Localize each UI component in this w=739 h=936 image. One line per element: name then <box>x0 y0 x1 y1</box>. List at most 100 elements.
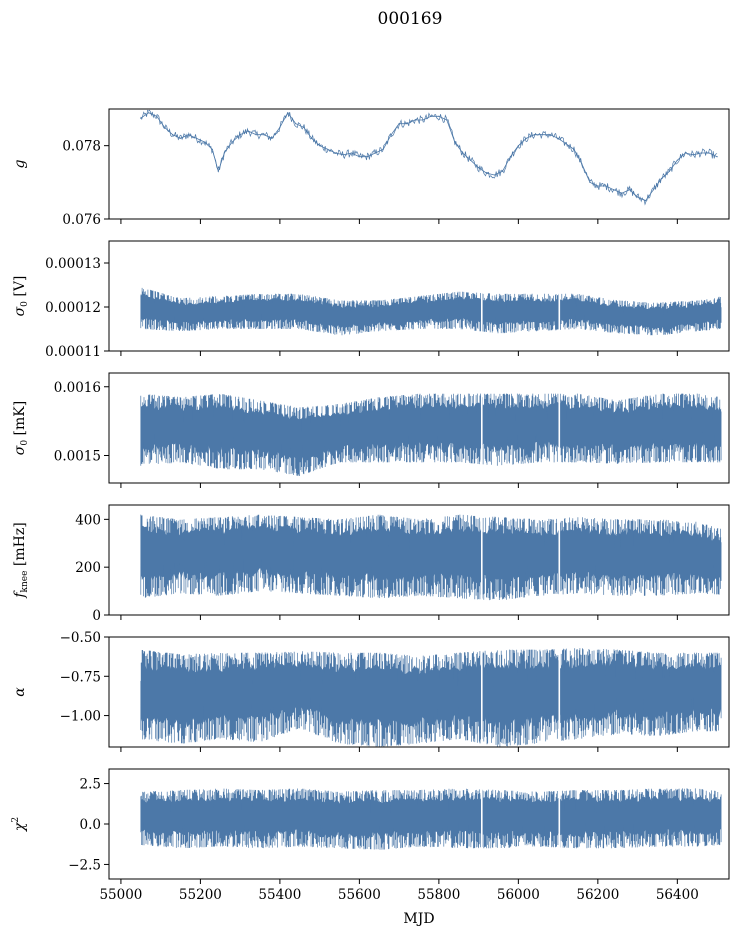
data-point <box>430 115 432 117</box>
y-axis-label: α <box>12 687 28 697</box>
axes-frame <box>108 372 730 484</box>
data-point <box>589 181 591 183</box>
data-point <box>478 167 480 169</box>
data-point <box>660 178 663 180</box>
data-point <box>573 148 575 150</box>
data-point <box>255 134 257 136</box>
x-tick-label: 55800 <box>417 887 460 903</box>
data-point <box>446 119 448 121</box>
data-point <box>652 189 655 191</box>
data-point <box>676 159 678 161</box>
data-point <box>311 137 313 139</box>
data-point <box>557 137 559 139</box>
x-tick-label: 55600 <box>338 887 381 903</box>
y-axis-label: g <box>12 159 28 168</box>
data-point <box>533 134 535 136</box>
series-spikes <box>140 287 722 336</box>
x-tick-label: 55000 <box>99 887 142 903</box>
x-tick-label: 55200 <box>179 887 222 903</box>
data-point <box>486 172 488 174</box>
y-tick-label: 0.076 <box>62 212 101 228</box>
x-axis-label: MJD <box>403 911 434 927</box>
data-point <box>605 185 607 187</box>
data-point <box>211 148 213 150</box>
series-plot-area <box>140 505 722 615</box>
x-tick-label: 56000 <box>497 887 540 903</box>
series-plot-area <box>140 637 722 747</box>
data-point <box>549 134 551 136</box>
series-line-detail <box>140 109 718 206</box>
data-point <box>156 115 158 117</box>
y-axis-label: χ2 <box>11 817 28 832</box>
series-plot-area <box>140 241 722 351</box>
data-point <box>637 196 639 198</box>
y-tick-label: −0.50 <box>60 630 101 646</box>
series-line <box>140 111 718 202</box>
data-point <box>172 134 174 136</box>
data-point <box>629 189 631 191</box>
y-tick-label: 0.00013 <box>45 256 101 272</box>
series-spikes <box>140 788 722 850</box>
panel-2: 0.00011 0.00012 0.00013 σ0 [V] <box>12 240 730 360</box>
data-point <box>366 156 368 158</box>
data-point <box>613 189 615 191</box>
y-tick-label: −2.5 <box>68 857 101 873</box>
data-point <box>501 170 504 172</box>
panel-5: −1.00 −0.75 −0.50 α <box>12 630 730 752</box>
data-point <box>708 152 710 154</box>
data-point <box>517 145 520 147</box>
x-tick-label: 56200 <box>576 887 619 903</box>
data-point <box>509 156 511 158</box>
data-point <box>422 119 424 121</box>
axes-frame <box>108 240 730 352</box>
y-tick-label: 0.0015 <box>54 449 101 465</box>
series-spikes <box>140 648 722 747</box>
data-point <box>187 134 190 136</box>
y-tick-label: 0.078 <box>62 139 101 155</box>
y-tick-label: −1.00 <box>60 709 101 725</box>
series-plot-area <box>140 373 722 483</box>
series-spikes <box>140 514 722 601</box>
data-point <box>398 123 400 125</box>
panel-6: −2.5 0.0 2.5 55000 55200 55400 55600 55800 56000… <box>11 768 730 903</box>
data-point <box>414 119 416 121</box>
data-point <box>644 200 647 202</box>
series-spikes <box>140 393 722 476</box>
y-tick-label: 0.0 <box>80 817 101 833</box>
data-point <box>179 137 182 139</box>
data-point <box>223 152 225 154</box>
data-point <box>295 123 297 125</box>
data-point <box>382 148 384 150</box>
y-tick-label: 0.00011 <box>45 344 101 360</box>
data-point <box>303 126 305 128</box>
data-point <box>668 170 671 172</box>
x-tick-label: 55400 <box>258 887 301 903</box>
data-point <box>493 174 496 176</box>
data-point <box>438 115 440 117</box>
panel-3: 0.0015 0.0016 σ0 [mK] <box>12 372 730 488</box>
data-point <box>525 137 527 139</box>
data-point <box>621 192 623 194</box>
axes-frame <box>108 504 730 616</box>
data-point <box>279 126 281 128</box>
data-point <box>700 152 702 154</box>
data-point <box>342 154 345 156</box>
y-tick-label: 200 <box>75 560 101 576</box>
y-axis-label: fknee [mHz] <box>12 522 30 598</box>
data-point <box>247 130 249 132</box>
data-point <box>541 134 543 136</box>
data-point <box>684 152 686 154</box>
data-point <box>239 134 241 136</box>
y-axis-label: σ0 [V] <box>12 276 30 317</box>
data-point <box>358 156 360 158</box>
y-axis-label: σ0 [mK] <box>12 401 30 455</box>
data-point <box>140 117 142 119</box>
data-point <box>327 148 329 150</box>
data-point <box>350 152 352 154</box>
data-point <box>692 154 694 156</box>
data-point <box>565 143 567 145</box>
data-point <box>231 141 233 143</box>
panel-4: 0 200 400 fknee [mHz] <box>12 504 730 624</box>
y-tick-label: 0.00012 <box>45 300 101 316</box>
